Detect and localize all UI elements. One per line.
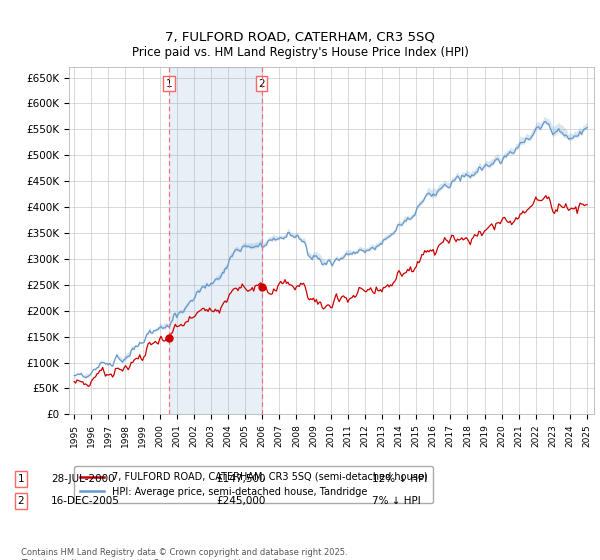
Text: 16-DEC-2005: 16-DEC-2005 bbox=[51, 496, 120, 506]
Text: Price paid vs. HM Land Registry's House Price Index (HPI): Price paid vs. HM Land Registry's House … bbox=[131, 46, 469, 59]
Text: £245,000: £245,000 bbox=[216, 496, 265, 506]
Text: 2: 2 bbox=[17, 496, 25, 506]
Bar bbox=[169, 67, 262, 414]
Text: 1: 1 bbox=[166, 79, 173, 89]
Text: 28-JUL-2000: 28-JUL-2000 bbox=[51, 474, 115, 484]
Text: 7% ↓ HPI: 7% ↓ HPI bbox=[372, 496, 421, 506]
Text: 12% ↓ HPI: 12% ↓ HPI bbox=[372, 474, 427, 484]
Text: 1: 1 bbox=[17, 474, 25, 484]
Text: Contains HM Land Registry data © Crown copyright and database right 2025.
This d: Contains HM Land Registry data © Crown c… bbox=[21, 548, 347, 560]
Text: 2: 2 bbox=[258, 79, 265, 89]
Text: 7, FULFORD ROAD, CATERHAM, CR3 5SQ: 7, FULFORD ROAD, CATERHAM, CR3 5SQ bbox=[165, 31, 435, 44]
Text: £147,500: £147,500 bbox=[216, 474, 265, 484]
Legend: 7, FULFORD ROAD, CATERHAM, CR3 5SQ (semi-detached house), HPI: Average price, se: 7, FULFORD ROAD, CATERHAM, CR3 5SQ (semi… bbox=[74, 466, 433, 503]
